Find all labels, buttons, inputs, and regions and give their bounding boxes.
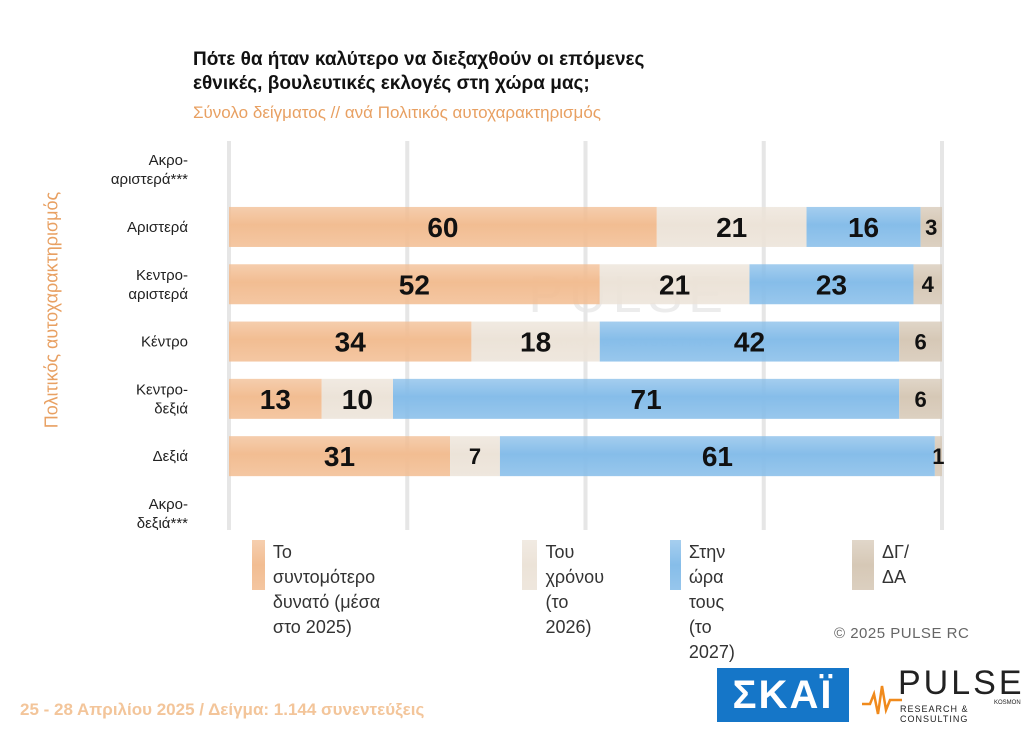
category-label-δεξιά: Δεξιά (153, 448, 189, 465)
bar-label-κεντρο-αριστερά-series-2: 23 (816, 269, 847, 300)
pulse-logo: PULSE RESEARCH & CONSULTING KOSMON (862, 662, 1022, 726)
legend-item-on-time: Στην ώρα τους (το 2027) (670, 540, 746, 665)
bar-label-κεντρο-δεξιά-series-3: 6 (914, 387, 926, 412)
bar-κεντρο-αριστερά-series-1 (599, 264, 750, 305)
category-label-κεντρο-δεξιά: Κεντρο-δεξιά (136, 381, 188, 417)
bar-κεντρο-δεξιά-series-0 (229, 378, 322, 419)
bar-δεξιά-series-3 (934, 436, 942, 477)
legend-item-next-year: Του χρόνου (το 2026) (522, 540, 611, 640)
bar-label-κεντρο-αριστερά-series-1: 21 (659, 269, 690, 300)
bar-label-κέντρο-series-1: 18 (520, 327, 551, 358)
pulse-wave-icon (862, 685, 902, 715)
bar-δεξιά-series-0 (229, 436, 451, 477)
bar-label-αριστερά-series-1: 21 (716, 212, 747, 243)
copyright: © 2025 PULSE RC (834, 625, 970, 642)
bar-κέντρο-series-3 (899, 321, 942, 362)
chart-title-line2: εθνικές, βουλευτικές εκλογές στη χώρα μα… (193, 73, 590, 94)
skai-logo: ΣΚΑΪ (717, 668, 849, 722)
bar-κέντρο-series-2 (599, 321, 900, 362)
chart-title: Πότε θα ήταν καλύτερο να διεξαχθούν οι ε… (193, 48, 644, 96)
bar-label-κέντρο-series-2: 42 (734, 327, 765, 358)
bar-αριστερά-series-1 (656, 206, 807, 247)
category-label-ακρο-δεξιά: Ακρο-δεξιά*** (137, 496, 188, 530)
chart-subtitle: Σύνολο δείγματος // ανά Πολιτικός αυτοχα… (193, 103, 601, 122)
legend-label-soonest: Το συντομότερο δυνατό (μέσα στο 2025) (272, 542, 381, 637)
bar-αριστερά-series-2 (806, 206, 921, 247)
bar-label-κέντρο-series-3: 6 (914, 329, 926, 354)
bar-αριστερά-series-0 (229, 206, 657, 247)
pulse-logo-word: PULSE (898, 664, 1024, 702)
legend-label-dk-na: ΔΓ/ ΔΑ (882, 542, 909, 587)
chart-title-line1: Πότε θα ήταν καλύτερο να διεξαχθούν οι ε… (193, 49, 645, 70)
category-label-ακρο-αριστερά: Ακρο-αριστερά*** (111, 152, 188, 188)
bar-κεντρο-αριστερά-series-3 (913, 264, 942, 305)
bar-αριστερά-series-3 (920, 206, 942, 247)
footer-survey-info: 25 - 28 Απριλίου 2025 / Δείγμα: 1.144 συ… (20, 700, 425, 719)
legend-item-soonest: Το συντομότερο δυνατό (μέσα στο 2025) (252, 540, 384, 640)
bar-δεξιά-series-1 (450, 436, 500, 477)
bar-κέντρο-series-0 (229, 321, 472, 362)
bar-label-αριστερά-series-0: 60 (427, 212, 458, 243)
bar-label-δεξιά-series-1: 7 (469, 444, 481, 469)
bar-label-κέντρο-series-0: 34 (335, 327, 367, 358)
category-label-κεντρο-αριστερά: Κεντρο-αριστερά (128, 267, 188, 303)
category-label-αριστερά: Αριστερά (127, 219, 188, 236)
pulse-logo-sub: RESEARCH & CONSULTING (900, 704, 969, 724)
bar-label-αριστερά-series-2: 16 (848, 212, 879, 243)
category-label-κέντρο: Κέντρο (141, 334, 188, 351)
pulse-logo-kosmon: KOSMON (994, 700, 1021, 706)
bar-κεντρο-αριστερά-series-0 (229, 264, 600, 305)
legend-label-next-year: Του χρόνου (το 2026) (545, 542, 605, 637)
skai-logo-text: ΣΚΑΪ (732, 672, 834, 717)
bar-label-κεντρο-δεξιά-series-2: 71 (631, 384, 662, 415)
legend-swatch-next-year (522, 540, 538, 590)
bar-label-κεντρο-αριστερά-series-3: 4 (922, 272, 935, 297)
bar-label-δεξιά-series-2: 61 (702, 441, 733, 472)
bar-label-κεντρο-δεξιά-series-1: 10 (342, 384, 373, 415)
bar-label-δεξιά-series-3: 1 (932, 444, 944, 469)
bar-label-αριστερά-series-3: 3 (925, 215, 937, 240)
bar-label-δεξιά-series-0: 31 (324, 441, 355, 472)
legend-item-dk-na: ΔΓ/ ΔΑ (852, 540, 909, 590)
legend-swatch-soonest (252, 540, 265, 590)
bar-κεντρο-δεξιά-series-1 (321, 378, 393, 419)
bar-label-κεντρο-αριστερά-series-0: 52 (399, 269, 430, 300)
bar-label-κεντρο-δεξιά-series-0: 13 (260, 384, 291, 415)
bar-κεντρο-δεξιά-series-3 (899, 378, 942, 419)
bar-κεντρο-δεξιά-series-2 (392, 378, 900, 419)
bar-κεντρο-αριστερά-series-2 (749, 264, 914, 305)
legend-swatch-on-time (670, 540, 681, 590)
legend-swatch-dk-na (852, 540, 874, 590)
bar-κέντρο-series-1 (471, 321, 600, 362)
bar-δεξιά-series-2 (499, 436, 935, 477)
legend-label-on-time: Στην ώρα τους (το 2027) (688, 542, 735, 662)
